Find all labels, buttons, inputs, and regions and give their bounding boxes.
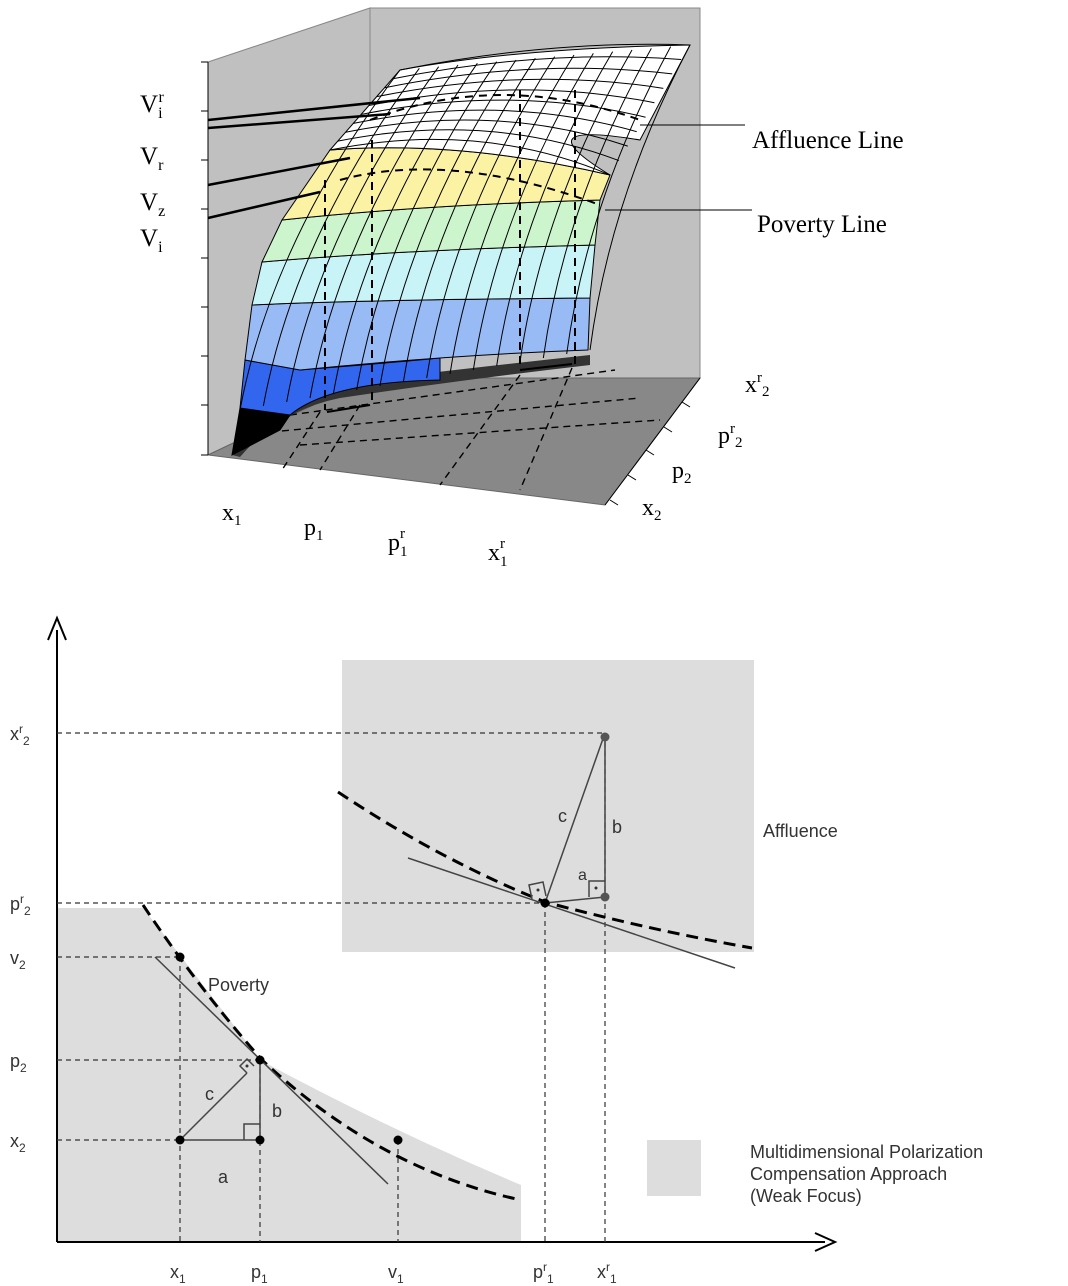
point-xr1-pr2 bbox=[600, 892, 610, 902]
mesh-line bbox=[589, 44, 691, 351]
triangle-label-a: a bbox=[218, 1167, 229, 1187]
affluence-tangent bbox=[407, 857, 736, 969]
affluence-label: Affluence bbox=[763, 821, 838, 841]
mesh-line bbox=[392, 56, 682, 80]
svg-text:xr2: xr2 bbox=[10, 722, 30, 748]
svg-text:x2: x2 bbox=[642, 495, 662, 524]
mesh-line bbox=[376, 78, 664, 98]
y-axis-arrow bbox=[47, 615, 67, 641]
surface-plot bbox=[201, 7, 752, 506]
svg-text:pr1: pr1 bbox=[533, 1260, 554, 1286]
side-axis-labels: xr2 pr2 p2 x2 bbox=[604, 370, 770, 524]
svg-text:p1: p1 bbox=[251, 1262, 268, 1286]
poverty-tangent bbox=[154, 956, 389, 1185]
surface-dashed-curves bbox=[324, 90, 641, 410]
mesh-line bbox=[519, 49, 633, 363]
svg-text:xr2: xr2 bbox=[745, 370, 770, 400]
label-vz: V bbox=[140, 189, 158, 216]
affluence-line-label: Affluence Line bbox=[752, 127, 904, 154]
svg-text:x2: x2 bbox=[10, 1131, 26, 1155]
svg-text:pr2: pr2 bbox=[718, 421, 743, 451]
x-axis-arrow bbox=[814, 1232, 838, 1252]
svg-text:v2: v2 bbox=[10, 948, 26, 972]
triangle-label-b: b bbox=[272, 1101, 282, 1121]
svg-text:p1: p1 bbox=[304, 515, 324, 544]
triangle-label-c: c bbox=[205, 1084, 214, 1104]
svg-text:(Weak Focus): (Weak Focus) bbox=[750, 1186, 862, 1206]
svg-text:Multidimensional Polarization: Multidimensional Polarization bbox=[750, 1142, 983, 1162]
point-marker bbox=[245, 1064, 249, 1068]
svg-text:pr1: pr1 bbox=[388, 526, 408, 560]
mesh-line bbox=[332, 63, 478, 395]
surface-bands bbox=[231, 44, 691, 456]
mesh-line bbox=[286, 66, 440, 403]
x-axis-labels: x1 p1 v1 pr1 xr1 bbox=[170, 1260, 617, 1286]
svg-text:p2: p2 bbox=[10, 1051, 27, 1075]
affluence-triangle-label-c: c bbox=[558, 806, 567, 826]
point-v1 bbox=[393, 1135, 403, 1145]
label-vr: V bbox=[140, 143, 158, 170]
affluence-triangle-label-a: a bbox=[578, 867, 587, 884]
poverty-region bbox=[57, 908, 521, 1242]
mesh-line bbox=[426, 56, 556, 379]
value-leaders bbox=[207, 96, 421, 220]
mesh-line bbox=[472, 53, 594, 371]
svg-text:Vir: Vir bbox=[140, 89, 165, 122]
svg-text:pr2: pr2 bbox=[10, 892, 31, 918]
point-pr1-pr2 bbox=[540, 898, 550, 908]
point-xr1-xr2 bbox=[600, 732, 610, 742]
mesh-line bbox=[402, 58, 536, 383]
mesh-line bbox=[399, 43, 691, 71]
mesh-line bbox=[379, 59, 517, 387]
guide-lines bbox=[57, 732, 606, 1242]
z-labels: Vir Vr Vz Vi bbox=[140, 89, 165, 256]
label-vi: V bbox=[140, 225, 158, 252]
floor-bracket-right bbox=[519, 363, 573, 371]
svg-text:v1: v1 bbox=[388, 1262, 404, 1286]
poverty-triangle bbox=[179, 1057, 261, 1141]
mesh-line bbox=[542, 48, 652, 359]
point-v2 bbox=[175, 952, 185, 962]
planar-diagram bbox=[47, 615, 838, 1252]
poverty-line-label: Poverty Line bbox=[757, 211, 887, 238]
svg-text:Vi: Vi bbox=[140, 225, 163, 256]
svg-text:Vr: Vr bbox=[140, 143, 164, 174]
mesh-line bbox=[356, 61, 498, 391]
points bbox=[175, 732, 610, 1145]
legend-text: Multidimensional Polarization Compensati… bbox=[750, 1142, 983, 1206]
point-marker bbox=[594, 886, 598, 890]
legend-swatch bbox=[647, 1140, 701, 1196]
svg-text:Compensation Approach: Compensation Approach bbox=[750, 1164, 947, 1184]
mesh-line bbox=[337, 129, 620, 162]
svg-text:xr1: xr1 bbox=[597, 1260, 617, 1286]
svg-text:x1: x1 bbox=[170, 1262, 186, 1286]
mesh-line bbox=[353, 109, 637, 133]
front-axis-labels: x1 p1 pr 1 xr 1 bbox=[222, 500, 508, 570]
point-p1-p2 bbox=[255, 1055, 265, 1065]
svg-text:p2: p2 bbox=[672, 458, 692, 487]
mesh-line bbox=[345, 119, 628, 147]
mesh-line bbox=[384, 67, 673, 89]
svg-text:x1: x1 bbox=[222, 500, 242, 529]
band-6 bbox=[328, 44, 691, 176]
affluence-triangle-label-b: b bbox=[612, 817, 622, 837]
poverty-label: Poverty bbox=[208, 975, 269, 995]
point-x1-x2 bbox=[175, 1135, 185, 1145]
point-marker bbox=[536, 888, 540, 892]
point-p1-x2 bbox=[255, 1135, 265, 1145]
mesh-line bbox=[309, 64, 459, 399]
z-axis bbox=[201, 61, 209, 456]
floor-bracket-left bbox=[326, 404, 371, 413]
svg-text:xr1: xr1 bbox=[488, 536, 508, 570]
affluence-triangle bbox=[528, 732, 606, 904]
label-vir: V bbox=[140, 91, 158, 118]
y-axis-labels: xr2 pr2 v2 p2 x2 bbox=[10, 722, 31, 1155]
mesh-line bbox=[566, 46, 672, 355]
svg-text:Vz: Vz bbox=[140, 189, 165, 220]
poverty-curve bbox=[141, 904, 522, 1202]
floor-grid bbox=[269, 367, 661, 491]
